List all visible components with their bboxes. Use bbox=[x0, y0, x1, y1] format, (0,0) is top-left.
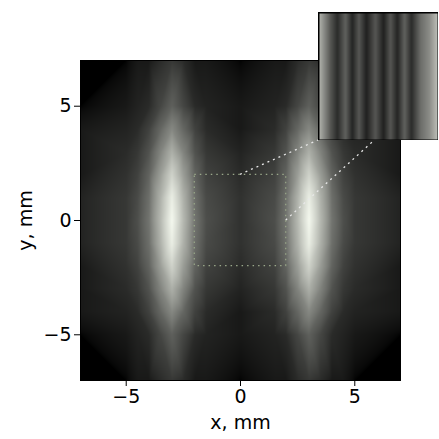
svg-text:y, mm: y, mm bbox=[14, 190, 36, 250]
svg-text:5: 5 bbox=[59, 94, 71, 116]
svg-text:−5: −5 bbox=[43, 323, 71, 345]
svg-text:0: 0 bbox=[59, 209, 71, 231]
svg-text:0: 0 bbox=[234, 385, 246, 407]
svg-text:x, mm: x, mm bbox=[210, 411, 270, 433]
svg-text:5: 5 bbox=[349, 385, 361, 407]
svg-text:−5: −5 bbox=[112, 385, 140, 407]
